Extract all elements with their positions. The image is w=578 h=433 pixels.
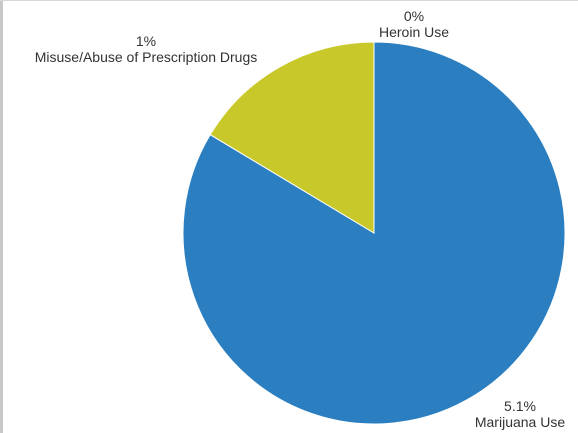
slice-value-label-prescription: 1% <box>136 33 156 49</box>
pie-slice-prescription <box>209 41 375 234</box>
slice-value-label-marijuana: 5.1% <box>504 398 536 414</box>
slice-name-label-heroin: Heroin Use <box>379 24 449 40</box>
frame-left-border <box>0 0 3 433</box>
slice-name-label-prescription: Misuse/Abuse of Prescription Drugs <box>35 49 258 65</box>
frame-top-border <box>0 0 578 1</box>
pie-slice-marijuana <box>182 41 566 425</box>
slice-name-label-marijuana: Marijuana Use <box>475 414 565 430</box>
pie-slices <box>182 41 566 425</box>
slice-value-label-heroin: 0% <box>404 8 424 24</box>
